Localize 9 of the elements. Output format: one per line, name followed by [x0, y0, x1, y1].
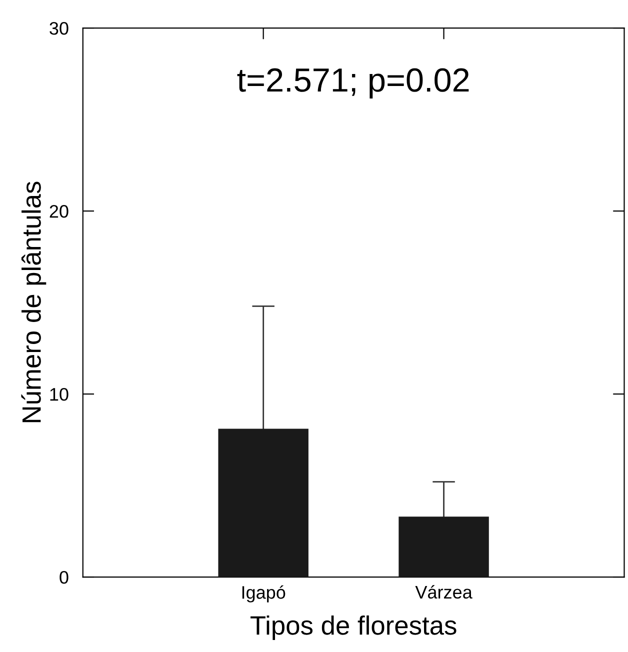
annotation: t=2.571; p=0.02	[237, 68, 469, 98]
x-axis-title: Tipos de florestas	[250, 615, 456, 640]
y-tick-label: 30	[50, 22, 68, 35]
x-tick-label: Igapó	[242, 585, 286, 602]
x-tick-label: Várzea	[415, 585, 472, 599]
y-axis-title: Número de plântulas	[21, 182, 46, 422]
y-tick-label: 10	[50, 388, 68, 401]
y-tick-label: 0	[60, 570, 68, 584]
y-tick-label: 20	[50, 204, 68, 218]
